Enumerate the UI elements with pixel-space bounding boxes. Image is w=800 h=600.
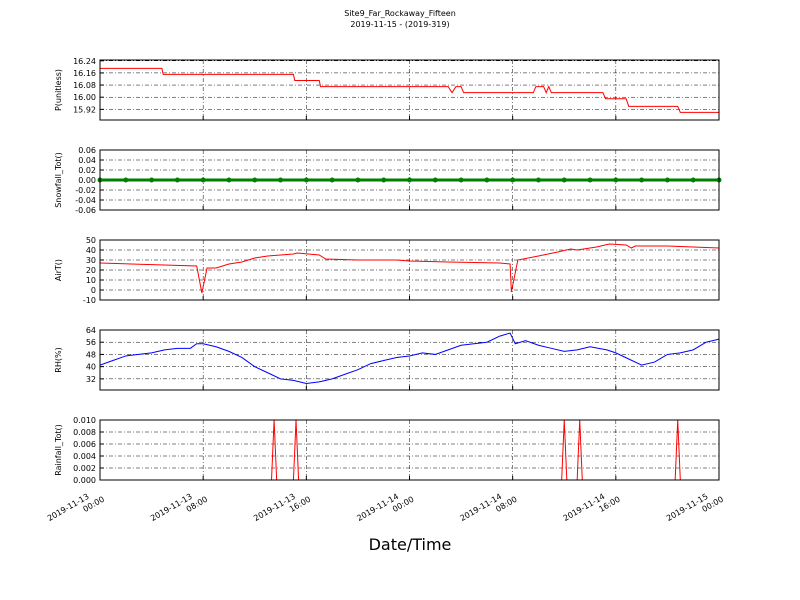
- y-axis-label: Snowfall_Tot(): [54, 152, 63, 208]
- data-point: [690, 177, 696, 183]
- plot-frame: [99, 419, 720, 481]
- data-point: [587, 177, 593, 183]
- y-tick-label: 0.010: [73, 416, 96, 425]
- data-line: [99, 243, 720, 294]
- data-point: [303, 177, 309, 183]
- y-tick-label: 15.92: [73, 105, 96, 114]
- y-tick-label: 0.008: [73, 428, 96, 437]
- data-line: [100, 67, 719, 113]
- data-point: [639, 177, 645, 183]
- y-tick-label: 0.00: [78, 176, 96, 185]
- x-axis-label: Date/Time: [369, 535, 452, 554]
- y-tick-label: 40: [86, 246, 96, 255]
- y-tick-label: 48: [86, 350, 96, 359]
- data-point: [174, 177, 180, 183]
- data-point: [278, 177, 284, 183]
- data-point: [561, 177, 567, 183]
- data-line: [99, 332, 720, 384]
- data-point: [664, 177, 670, 183]
- chart-title: Site9_Far_Rockaway_Fifteen: [344, 9, 456, 18]
- plot-frame: [99, 239, 720, 301]
- y-tick-label: 16.16: [73, 69, 96, 78]
- data-point: [484, 177, 490, 183]
- data-point: [355, 177, 361, 183]
- data-point: [252, 177, 258, 183]
- data-point: [329, 177, 335, 183]
- plot-frame: [99, 149, 720, 211]
- plot-frame: [99, 59, 720, 121]
- y-tick-label: 16.08: [73, 81, 96, 90]
- y-tick-label: 16.00: [73, 93, 96, 102]
- y-tick-label: 64: [86, 326, 96, 335]
- y-tick-label: 10: [86, 276, 96, 285]
- y-tick-label: 0: [91, 286, 96, 295]
- y-tick-label: 0.000: [73, 476, 96, 485]
- y-tick-label: 30: [86, 256, 96, 265]
- data-point: [149, 177, 155, 183]
- y-tick-label: 16.24: [73, 57, 96, 66]
- chart-subtitle: 2019-11-15 - (2019-319): [350, 20, 449, 29]
- y-tick-label: 56: [86, 338, 96, 347]
- y-axis-label: Rainfall_Tot(): [54, 424, 63, 476]
- y-tick-label: 0.004: [73, 452, 96, 461]
- y-tick-label: -0.02: [75, 186, 96, 195]
- y-tick-label: 20: [86, 266, 96, 275]
- y-tick-label: 50: [86, 236, 96, 245]
- y-axis-label: AirT(): [54, 259, 63, 281]
- data-point: [407, 177, 412, 183]
- y-tick-label: 0.04: [78, 156, 96, 165]
- y-tick-label: 0.06: [78, 146, 96, 155]
- data-point: [381, 177, 387, 183]
- data-point: [123, 177, 129, 183]
- plot-frame: [99, 329, 720, 391]
- y-tick-label: 0.002: [73, 464, 96, 473]
- y-tick-label: 32: [86, 375, 96, 384]
- data-point: [458, 177, 464, 183]
- y-tick-label: -0.06: [75, 206, 96, 215]
- y-tick-label: 0.006: [73, 440, 96, 449]
- data-point: [510, 177, 516, 183]
- data-point: [200, 177, 206, 183]
- y-tick-label: 0.02: [78, 166, 96, 175]
- data-point: [535, 177, 541, 183]
- data-point: [432, 177, 438, 183]
- data-point: [226, 177, 232, 183]
- y-tick-label: -10: [83, 296, 96, 305]
- y-tick-label: -0.04: [75, 196, 96, 205]
- y-axis-label: P(unitless): [54, 69, 63, 111]
- y-tick-label: 40: [86, 363, 96, 372]
- y-axis-label: RH(%): [54, 347, 63, 372]
- data-point: [613, 177, 619, 183]
